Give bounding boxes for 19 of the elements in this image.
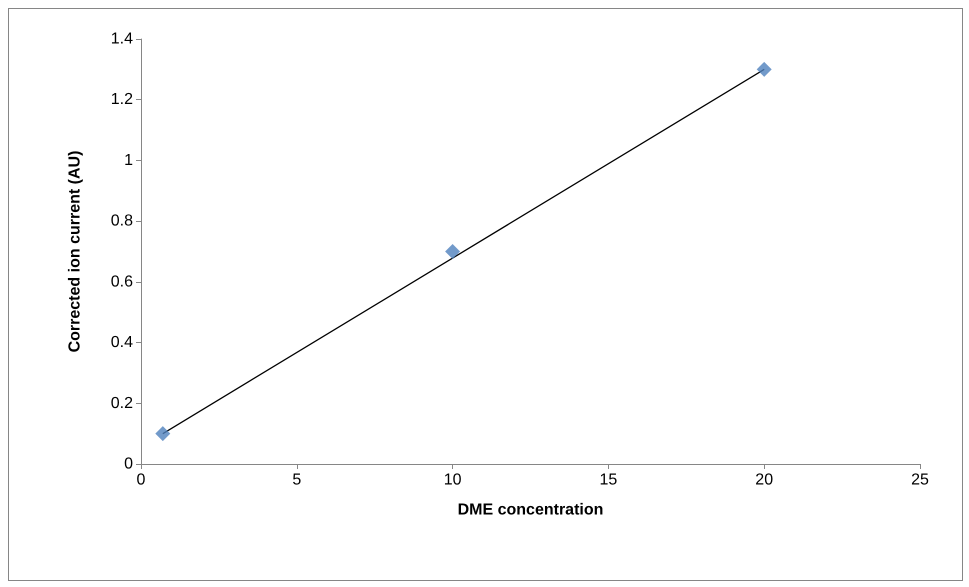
x-tick-label: 5	[292, 472, 302, 488]
x-tick-label: 10	[444, 472, 462, 488]
y-tick-label: 1	[124, 152, 134, 169]
y-axis-title: Corrected ion current (AU)	[66, 150, 84, 352]
x-tick-label: 0	[136, 472, 146, 488]
x-axis-title: DME concentration	[458, 502, 604, 518]
y-tick-label: 0.2	[110, 394, 134, 412]
y-tick-label: 0	[124, 456, 134, 472]
point	[155, 426, 170, 442]
x-tick-label: 25	[911, 472, 929, 488]
y-tick-label: 0.8	[110, 212, 134, 230]
y-tick-label: 1.4	[110, 30, 134, 48]
y-tick-label: 1.2	[110, 91, 134, 108]
x-tick-label: 15	[600, 472, 618, 488]
y-tick-label: 0.6	[110, 273, 134, 290]
y-tick-label: 0.4	[110, 334, 134, 352]
point	[445, 244, 460, 259]
x-tick-label: 20	[755, 472, 774, 488]
point	[756, 62, 772, 77]
